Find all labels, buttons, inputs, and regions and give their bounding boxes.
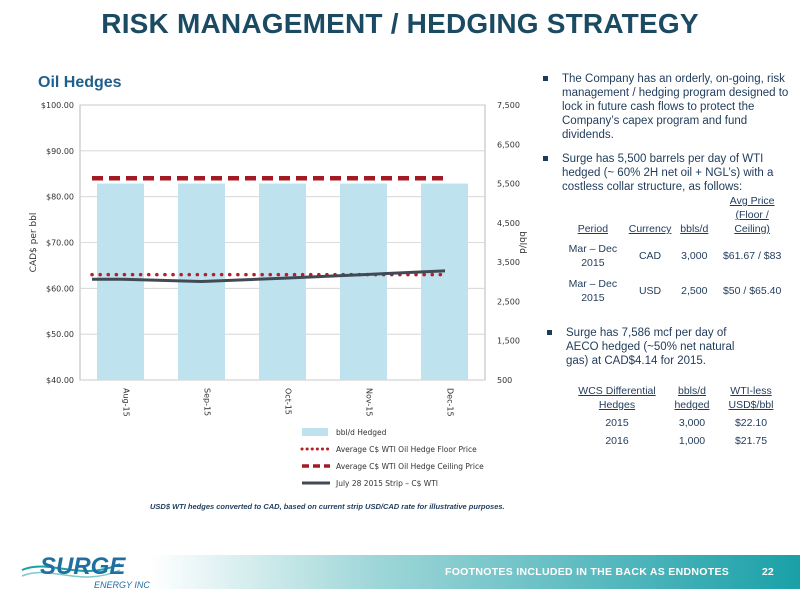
bullet-aeco-hedge: Surge has 7,586 mcf per day of AECO hedg… <box>544 326 751 368</box>
table-cell: 1,000 <box>678 435 706 447</box>
x-tick-label: Aug-15 <box>122 388 131 417</box>
legend-label: Average C$ WTI Oil Hedge Floor Price <box>336 445 477 454</box>
y-tick-label: $50.00 <box>46 330 74 339</box>
chart-footnote: USD$ WTI hedges converted to CAD, based … <box>150 502 505 511</box>
series-strip-wti <box>92 269 445 284</box>
wcs-hedge-table: WCS Differential Hedges bbls/d hedged WT… <box>570 382 782 450</box>
oil-hedges-chart: $40.00 $50.00 $60.00 $70.00 $80.00 $90.00 $100… <box>29 101 527 488</box>
col-header-currency: Currency <box>628 223 672 235</box>
x-tick-label: Nov-15 <box>365 388 374 416</box>
col-header-bbls: bbls/d <box>680 223 709 235</box>
x-tick-label: Dec-15 <box>446 388 455 417</box>
table-cell: Mar – Dec 2015 <box>568 278 618 304</box>
surge-logo: SURGE ENERGY INC <box>21 553 150 590</box>
y-axis-label: CAD$ per bbl <box>29 213 39 273</box>
table-cell: $50 / $65.40 <box>722 285 782 297</box>
bar-bbl-hedged <box>97 183 144 380</box>
y2-tick-label: 7,500 <box>497 101 520 110</box>
x-tick-label: Sep-15 <box>203 388 212 416</box>
footer-endnotes-text: FOOTNOTES INCLUDED IN THE BACK AS ENDNOT… <box>445 566 730 578</box>
chart-subtitle: Oil Hedges <box>38 74 122 91</box>
y-tick-label: $80.00 <box>46 193 74 202</box>
table-cell: USD <box>638 285 662 297</box>
bar-bbl-hedged <box>259 183 306 380</box>
table-row: 2016 1,000 $21.75 <box>570 432 782 450</box>
table-row: 2015 3,000 $22.10 <box>570 414 782 432</box>
col-header-avg-price: Avg Price (Floor / Ceiling) <box>729 195 775 235</box>
y-tick-label: $100.00 <box>41 101 74 110</box>
y2-axis-label: bbl/d <box>517 231 527 254</box>
y-tick-label: $60.00 <box>46 284 74 293</box>
legend-swatch <box>302 428 328 436</box>
y2-tick-label: 2,500 <box>497 297 520 306</box>
y2-tick-label: 1,500 <box>497 337 520 346</box>
table-cell: $61.67 / $83 <box>722 250 782 262</box>
legend-label: July 28 2015 Strip – C$ WTI <box>335 479 438 488</box>
bullet-marker <box>543 76 548 81</box>
logo-subtext: ENERGY INC <box>94 580 150 590</box>
bullet-marker <box>543 156 548 161</box>
x-tick-label: Oct-15 <box>284 388 293 415</box>
bullet-text: The Company has an orderly, on-going, ri… <box>562 73 789 141</box>
table-cell: CAD <box>638 250 662 262</box>
y2-tick-label: 4,500 <box>497 219 520 228</box>
bullet-marker <box>547 330 552 335</box>
y-tick-label: $90.00 <box>46 147 74 156</box>
table-cell: $21.75 <box>734 435 768 447</box>
right-panel: The Company has an orderly, on-going, ri… <box>540 72 790 450</box>
logo-swoosh <box>21 569 121 578</box>
bar-bbl-hedged <box>340 183 387 380</box>
col-header-bbls-hedged: bbls/d hedged <box>674 385 710 411</box>
footer-bar <box>150 555 800 589</box>
table-cell: 2,500 <box>681 285 708 297</box>
logo-swoosh <box>21 563 121 572</box>
legend-label: Average C$ WTI Oil Hedge Ceiling Price <box>336 462 484 471</box>
logo-text: SURGE <box>40 553 126 580</box>
y-tick-label: $70.00 <box>46 239 74 248</box>
y-tick-label: $40.00 <box>46 376 74 385</box>
page-number: 22 <box>762 566 774 578</box>
bullet-wti-hedge: Surge has 5,500 barrels per day of WTI h… <box>540 152 790 194</box>
oil-hedge-table: Period Currency bbls/d Avg Price (Floor … <box>560 192 790 308</box>
legend-label: bbl/d Hedged <box>336 428 387 437</box>
table-cell: $22.10 <box>734 417 768 429</box>
col-header-wcs: WCS Differential Hedges <box>578 385 656 411</box>
bullet-text: Surge has 7,586 mcf per day of AECO hedg… <box>566 327 735 367</box>
table-cell: Mar – Dec 2015 <box>568 243 618 269</box>
y2-tick-label: 6,500 <box>497 140 520 149</box>
y2-tick-label: 5,500 <box>497 180 520 189</box>
bullet-text: Surge has 5,500 barrels per day of WTI h… <box>562 153 774 193</box>
col-header-period: Period <box>577 223 609 235</box>
col-header-wti-less: WTI-less USD$/bbl <box>728 385 774 411</box>
table-cell: 3,000 <box>681 250 708 262</box>
table-header-row: Period Currency bbls/d Avg Price (Floor … <box>560 192 790 238</box>
table-header-row: WCS Differential Hedges bbls/d hedged WT… <box>570 382 782 414</box>
page-title: RISK MANAGEMENT / HEDGING STRATEGY <box>101 8 699 39</box>
table-cell: 3,000 <box>678 417 706 429</box>
table-row: Mar – Dec 2015 CAD 3,000 $61.67 / $83 <box>560 238 790 274</box>
bar-bbl-hedged <box>421 183 468 380</box>
table-cell: 2015 <box>605 417 629 429</box>
y2-tick-label: 500 <box>497 376 512 385</box>
bullet-hedging-program: The Company has an orderly, on-going, ri… <box>540 72 790 142</box>
table-cell: 2016 <box>605 435 629 447</box>
table-row: Mar – Dec 2015 USD 2,500 $50 / $65.40 <box>560 274 790 308</box>
y2-tick-label: 3,500 <box>497 258 520 267</box>
